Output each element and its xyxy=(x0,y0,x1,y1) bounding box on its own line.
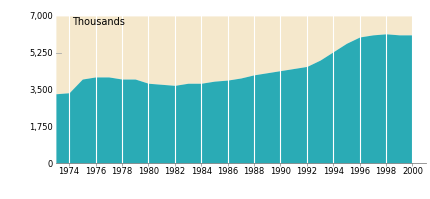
Text: Thousands: Thousands xyxy=(72,17,125,27)
